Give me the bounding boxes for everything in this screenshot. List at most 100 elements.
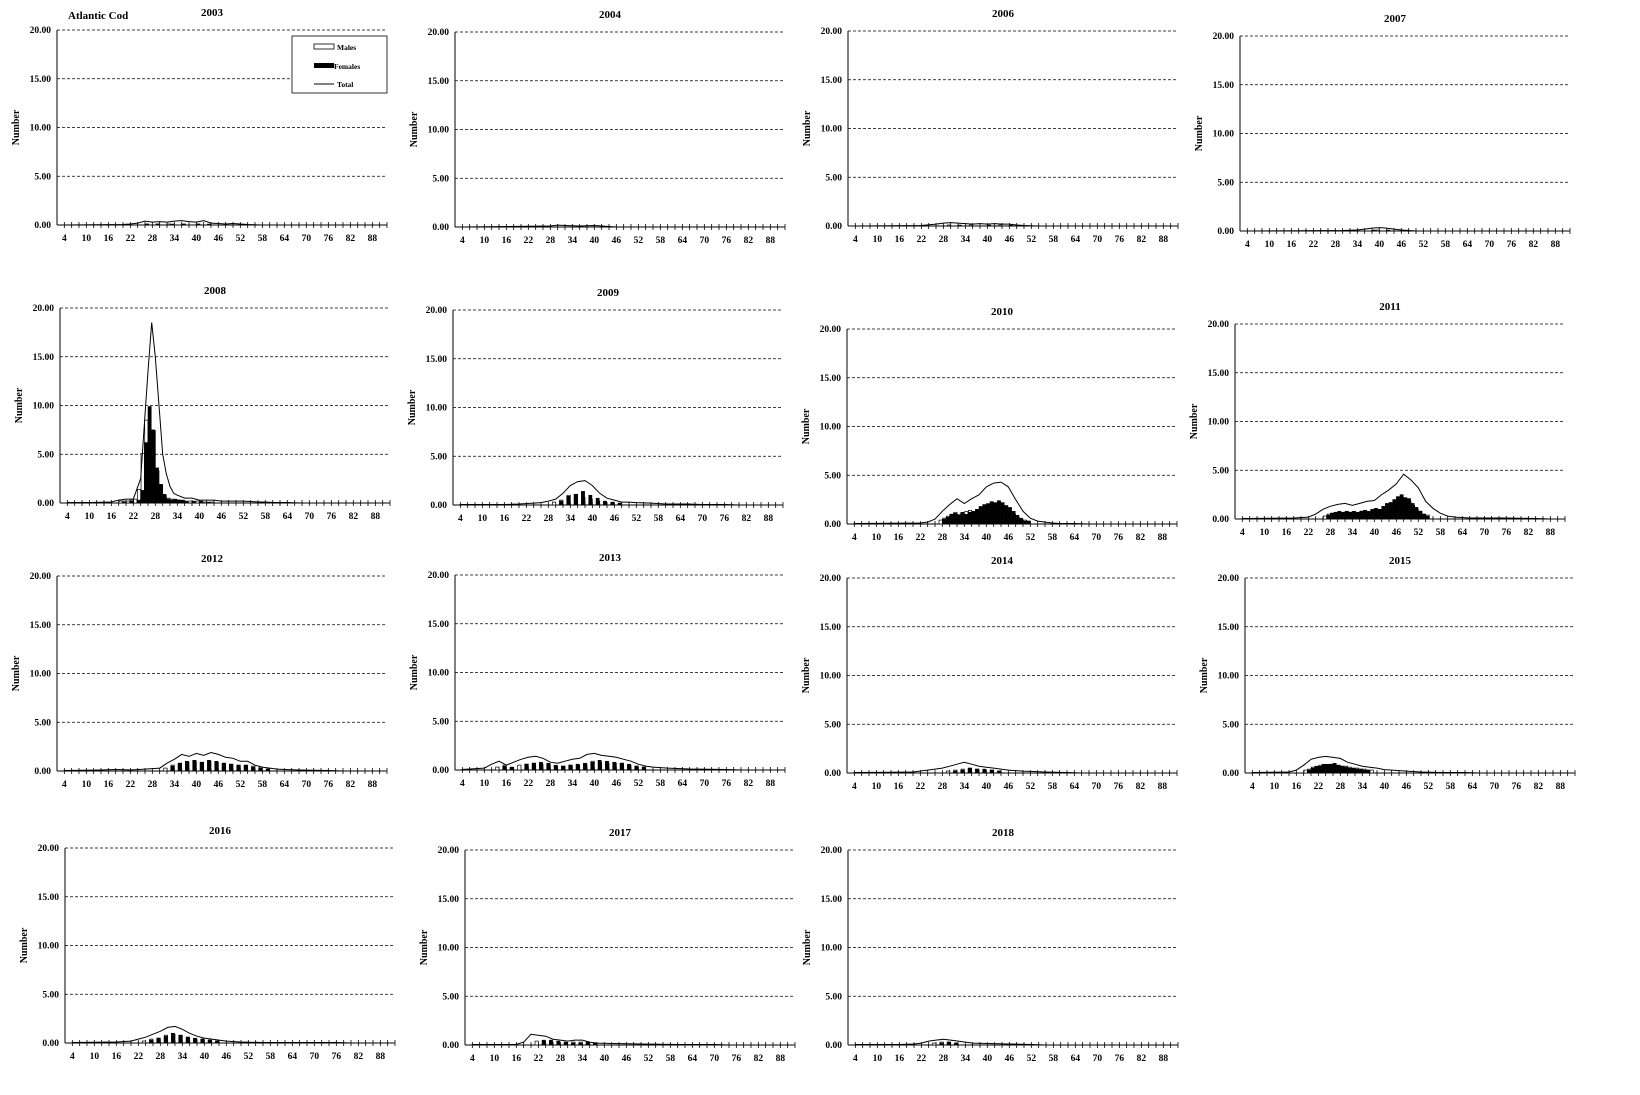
female-bar — [1399, 494, 1404, 520]
x-tick-label: 4 — [460, 236, 465, 246]
total-line — [471, 1033, 788, 1046]
x-tick-label: 46 — [1005, 1054, 1015, 1064]
y-tick-label: 10.00 — [438, 944, 460, 954]
female-bar — [207, 1039, 212, 1044]
female-bar — [1371, 229, 1376, 232]
y-tick-label: 5.00 — [1217, 178, 1234, 188]
female-bar — [590, 761, 595, 771]
female-bar — [122, 501, 126, 504]
x-tick-label: 16 — [502, 236, 512, 246]
y-axis-label: Number — [11, 655, 22, 691]
x-tick-label: 28 — [544, 514, 554, 524]
female-bar — [1333, 511, 1338, 520]
y-tick-label: 15.00 — [820, 623, 842, 633]
x-tick-label: 82 — [1136, 533, 1146, 543]
panel-title: 2018 — [992, 827, 1015, 839]
female-bar — [177, 762, 182, 772]
x-tick-label: 76 — [324, 780, 334, 790]
x-tick-label: 10 — [480, 236, 490, 246]
x-tick-label: 16 — [104, 780, 114, 790]
female-bar — [502, 765, 507, 771]
total-line — [853, 761, 1170, 774]
female-bar — [140, 490, 145, 504]
x-tick-label: 16 — [512, 1054, 522, 1064]
x-tick-label: 22 — [126, 780, 136, 790]
panel-title: 2008 — [204, 285, 227, 297]
x-tick-label: 16 — [104, 234, 114, 244]
female-bar — [989, 769, 994, 774]
female-bar — [1000, 502, 1005, 525]
female-bar — [236, 764, 241, 772]
x-tick-label: 46 — [1397, 240, 1407, 250]
y-tick-label: 20.00 — [821, 846, 843, 856]
x-tick-label: 88 — [1158, 782, 1168, 792]
female-bar — [1351, 767, 1355, 774]
x-tick-label: 10 — [478, 514, 488, 524]
female-bar — [1307, 769, 1311, 774]
female-bar — [192, 760, 197, 772]
female-bar — [573, 494, 578, 506]
x-tick-label: 22 — [1304, 528, 1314, 538]
x-tick-label: 34 — [960, 782, 970, 792]
panel-title: 2013 — [599, 552, 622, 564]
x-tick-label: 28 — [1331, 240, 1341, 250]
y-tick-label: 20.00 — [426, 306, 448, 316]
x-tick-label: 40 — [195, 512, 205, 522]
female-bar — [265, 768, 270, 772]
y-axis-label: Number — [1199, 657, 1210, 693]
y-tick-label: 0.00 — [825, 222, 842, 232]
x-tick-label: 28 — [939, 1054, 949, 1064]
total-line — [462, 224, 778, 228]
x-tick-label: 46 — [1005, 235, 1015, 245]
male-bar — [946, 770, 951, 774]
x-tick-label: 88 — [1551, 240, 1561, 250]
y-tick-label: 20.00 — [1213, 32, 1235, 42]
x-tick-label: 22 — [917, 1054, 927, 1064]
x-tick-label: 58 — [1048, 533, 1058, 543]
y-tick-label: 0.00 — [430, 501, 447, 511]
x-tick-label: 10 — [872, 533, 882, 543]
x-tick-label: 82 — [349, 512, 359, 522]
female-bar — [1425, 515, 1430, 520]
y-tick-label: 15.00 — [1213, 81, 1235, 91]
panel-title: 2017 — [609, 827, 632, 839]
y-tick-label: 0.00 — [34, 221, 51, 231]
chart-2018: 2018 0.00 5.00 10.00 15.00 20.00 4 10 16 22 28 34 40… — [802, 827, 1179, 1064]
y-tick-label: 0.00 — [1212, 515, 1229, 525]
x-tick-label: 64 — [1071, 1054, 1081, 1064]
female-bar — [1344, 510, 1349, 520]
female-bar — [151, 429, 156, 504]
y-tick-label: 15.00 — [820, 374, 842, 384]
female-bar — [199, 761, 204, 772]
x-tick-label: 46 — [1004, 533, 1014, 543]
y-tick-label: 5.00 — [37, 450, 54, 460]
x-tick-label: 16 — [895, 1054, 905, 1064]
x-tick-label: 4 — [62, 234, 67, 244]
x-tick-label: 46 — [612, 779, 622, 789]
y-tick-label: 10.00 — [30, 124, 52, 134]
y-tick-label: 5.00 — [430, 452, 447, 462]
x-tick-label: 4 — [852, 782, 857, 792]
x-tick-label: 46 — [1402, 782, 1412, 792]
panel-title: 2015 — [1389, 555, 1412, 567]
total-line — [1247, 227, 1563, 232]
x-tick-label: 52 — [1414, 528, 1424, 538]
female-bar — [524, 763, 529, 771]
x-tick-label: 34 — [1353, 240, 1363, 250]
x-tick-label: 58 — [258, 234, 268, 244]
female-bar — [1325, 763, 1330, 774]
x-tick-label: 22 — [522, 514, 532, 524]
x-tick-label: 22 — [916, 782, 926, 792]
y-tick-label: 10.00 — [428, 669, 450, 679]
x-tick-label: 52 — [1424, 782, 1434, 792]
x-tick-label: 34 — [1348, 528, 1358, 538]
x-tick-label: 40 — [200, 1052, 210, 1062]
y-tick-label: 5.00 — [432, 717, 449, 727]
x-tick-label: 22 — [1314, 782, 1324, 792]
x-tick-label: 28 — [556, 1054, 566, 1064]
x-tick-label: 76 — [722, 779, 732, 789]
x-tick-label: 40 — [1380, 782, 1390, 792]
x-tick-label: 28 — [148, 234, 158, 244]
y-tick-label: 20.00 — [1218, 574, 1240, 584]
female-bar — [1310, 767, 1315, 774]
